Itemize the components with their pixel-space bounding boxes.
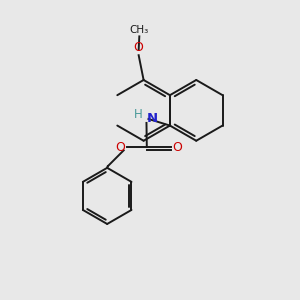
Text: CH₃: CH₃: [130, 25, 149, 35]
Text: O: O: [134, 41, 144, 54]
Text: O: O: [115, 140, 125, 154]
Text: N: N: [146, 112, 158, 125]
Text: O: O: [172, 140, 182, 154]
Text: H: H: [134, 109, 142, 122]
